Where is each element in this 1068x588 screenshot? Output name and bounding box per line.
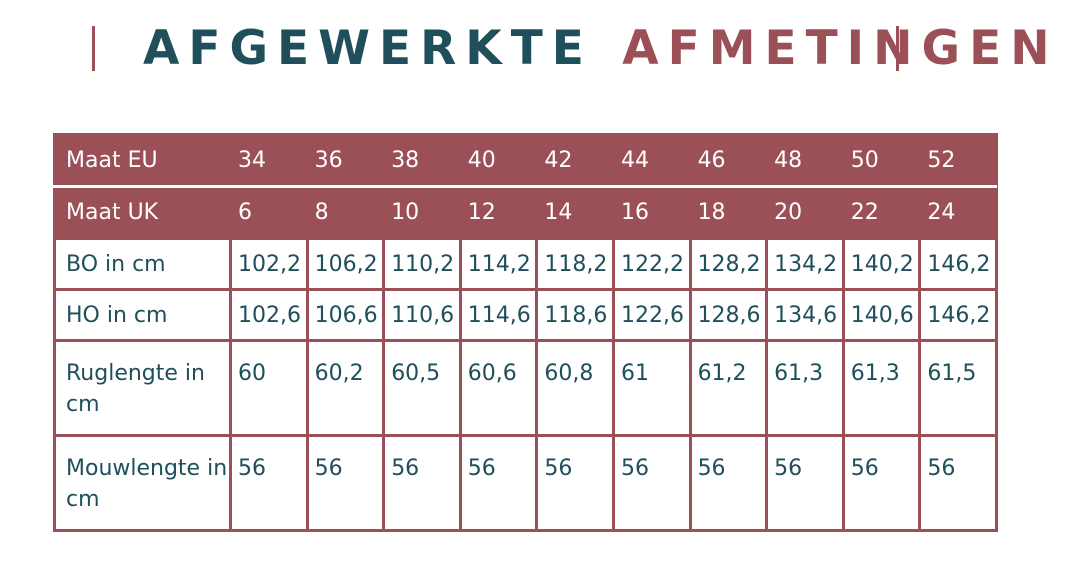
table-cell: 8	[305, 185, 385, 240]
table-cell: 16	[611, 185, 692, 240]
row-ho: HO in cm 102,6 106,6 110,6 114,6 118,6 122,6 12…	[53, 288, 998, 342]
title-divider-right	[896, 26, 899, 71]
row-maat-eu: Maat EU 34 36 38 40 42 44 46 48 50 52	[53, 133, 998, 188]
table-cell: 114,6	[458, 288, 539, 342]
table-cell: 40	[458, 133, 538, 188]
table-cell: 118,6	[535, 288, 615, 342]
row-bo: BO in cm 102,2 106,2 110,2 114,2 118,2 122,2 12…	[53, 237, 998, 291]
size-table: Maat EU 34 36 38 40 42 44 46 48 50 52 Maat UK 6 8 10 12…	[53, 133, 998, 532]
table-cell: 110,6	[382, 288, 462, 342]
table-cell: 140,2	[841, 237, 922, 291]
table-cell: 106,6	[305, 288, 386, 342]
table-cell: 20	[765, 185, 845, 240]
table-cell: 61,3	[841, 339, 922, 437]
table-cell: 12	[458, 185, 538, 240]
page-title: AFGEWERKTE AFMETINGEN	[143, 19, 1059, 79]
table-cell: 60	[229, 339, 309, 437]
table-cell: 22	[841, 185, 921, 240]
table-cell: 61	[611, 339, 692, 437]
table-cell: 60,5	[382, 339, 462, 437]
table-cell: 56	[688, 434, 769, 532]
table-cell: 102,2	[229, 237, 309, 291]
table-cell: 52	[918, 133, 998, 188]
table-cell: 24	[918, 185, 998, 240]
table-cell: 18	[688, 185, 768, 240]
table-cell: 61,3	[765, 339, 845, 437]
table-cell: 38	[382, 133, 462, 188]
table-cell: 140,6	[841, 288, 922, 342]
table-cell: 56	[458, 434, 539, 532]
table-cell: 102,6	[229, 288, 309, 342]
table-cell: 61,2	[688, 339, 769, 437]
row-label: Ruglengte in cm	[53, 339, 232, 437]
title-divider-left	[92, 26, 95, 71]
table-cell: 128,6	[688, 288, 769, 342]
row-maat-uk: Maat UK 6 8 10 12 14 16 18 20 22 24	[53, 185, 998, 240]
table-cell: 134,6	[765, 288, 845, 342]
row-label: Mouwlengte in cm	[53, 434, 232, 532]
table-cell: 56	[918, 434, 998, 532]
table-cell: 134,2	[765, 237, 845, 291]
table-cell: 114,2	[458, 237, 539, 291]
table-cell: 56	[535, 434, 615, 532]
row-label: Maat UK	[53, 185, 232, 240]
table-cell: 56	[229, 434, 309, 532]
table-cell: 56	[382, 434, 462, 532]
table-cell: 56	[765, 434, 845, 532]
table-cell: 128,2	[688, 237, 769, 291]
table-cell: 48	[765, 133, 845, 188]
table-cell: 46	[688, 133, 768, 188]
table-cell: 106,2	[305, 237, 386, 291]
table-cell: 122,2	[611, 237, 692, 291]
table-cell: 60,2	[305, 339, 386, 437]
table-cell: 10	[382, 185, 462, 240]
table-cell: 60,8	[535, 339, 615, 437]
row-label: Maat EU	[53, 133, 232, 188]
title-part-2: AFMETINGEN	[622, 21, 1059, 76]
table-cell: 122,6	[611, 288, 692, 342]
table-cell: 146,2	[918, 237, 998, 291]
table-cell: 44	[611, 133, 692, 188]
table-cell: 56	[305, 434, 386, 532]
table-cell: 36	[305, 133, 385, 188]
row-label: HO in cm	[53, 288, 232, 342]
table-cell: 118,2	[535, 237, 615, 291]
table-cell: 34	[229, 133, 309, 188]
table-cell: 110,2	[382, 237, 462, 291]
table-cell: 56	[611, 434, 692, 532]
table-cell: 6	[229, 185, 309, 240]
row-mouwlengte: Mouwlengte in cm 56 56 56 56 56 56 56 56 56 56	[53, 434, 998, 532]
table-cell: 61,5	[918, 339, 998, 437]
table-cell: 60,6	[458, 339, 539, 437]
row-ruglengte: Ruglengte in cm 60 60,2 60,5 60,6 60,8 61 61,2 6…	[53, 339, 998, 437]
table-cell: 56	[841, 434, 922, 532]
table-cell: 50	[841, 133, 921, 188]
row-label: BO in cm	[53, 237, 232, 291]
title-part-1: AFGEWERKTE	[143, 21, 593, 76]
table-cell: 146,2	[918, 288, 998, 342]
table-cell: 42	[535, 133, 615, 188]
table-cell: 14	[535, 185, 615, 240]
